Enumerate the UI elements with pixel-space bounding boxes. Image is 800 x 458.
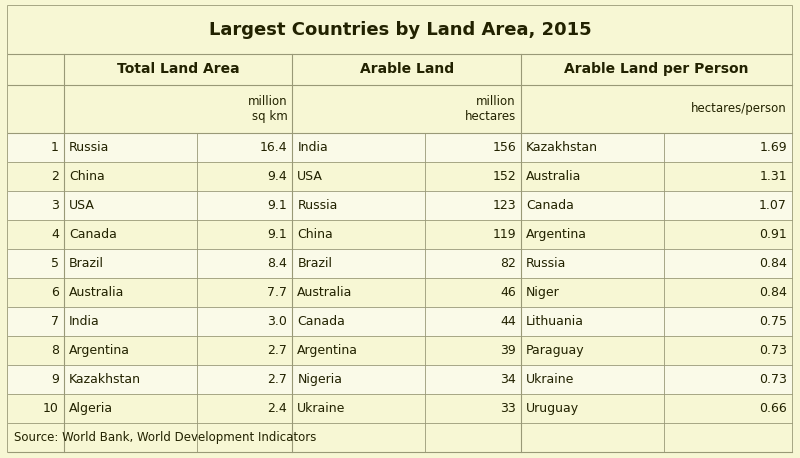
Text: Niger: Niger bbox=[526, 286, 560, 299]
Text: Australia: Australia bbox=[69, 286, 124, 299]
Bar bbox=[8, 394, 792, 423]
Text: 152: 152 bbox=[492, 169, 516, 183]
Text: 2.4: 2.4 bbox=[268, 402, 287, 415]
Text: Canada: Canada bbox=[526, 199, 574, 212]
Text: Kazakhstan: Kazakhstan bbox=[526, 141, 598, 153]
Text: 1.69: 1.69 bbox=[759, 141, 787, 153]
Text: Brazil: Brazil bbox=[298, 257, 332, 270]
Bar bbox=[8, 365, 792, 394]
Text: 4: 4 bbox=[51, 228, 59, 241]
Text: 34: 34 bbox=[500, 373, 516, 386]
Bar bbox=[8, 132, 792, 162]
Text: million
hectares: million hectares bbox=[465, 95, 516, 123]
Text: 82: 82 bbox=[500, 257, 516, 270]
Text: Russia: Russia bbox=[298, 199, 338, 212]
Text: Argentina: Argentina bbox=[69, 344, 130, 357]
Bar bbox=[8, 307, 792, 336]
Text: 8.4: 8.4 bbox=[267, 257, 287, 270]
Bar bbox=[8, 162, 792, 191]
Bar bbox=[8, 6, 792, 54]
Text: 2.7: 2.7 bbox=[267, 344, 287, 357]
Text: Russia: Russia bbox=[69, 141, 109, 153]
Text: Australia: Australia bbox=[298, 286, 353, 299]
Bar bbox=[8, 249, 792, 278]
Text: 1.31: 1.31 bbox=[759, 169, 787, 183]
Text: 7.7: 7.7 bbox=[267, 286, 287, 299]
Text: hectares/person: hectares/person bbox=[691, 102, 787, 115]
Text: 16.4: 16.4 bbox=[260, 141, 287, 153]
Text: 1.07: 1.07 bbox=[759, 199, 787, 212]
Text: Argentina: Argentina bbox=[298, 344, 358, 357]
Text: USA: USA bbox=[298, 169, 323, 183]
Bar bbox=[8, 85, 792, 132]
Text: 0.84: 0.84 bbox=[759, 286, 787, 299]
Text: 119: 119 bbox=[492, 228, 516, 241]
Text: India: India bbox=[69, 315, 99, 328]
Text: 156: 156 bbox=[492, 141, 516, 153]
Text: 10: 10 bbox=[43, 402, 59, 415]
Text: 44: 44 bbox=[500, 315, 516, 328]
Bar bbox=[8, 191, 792, 220]
Text: 9.4: 9.4 bbox=[268, 169, 287, 183]
Bar bbox=[8, 336, 792, 365]
Text: Ukraine: Ukraine bbox=[526, 373, 574, 386]
Text: Canada: Canada bbox=[298, 315, 346, 328]
Bar bbox=[8, 54, 792, 85]
Text: Australia: Australia bbox=[526, 169, 582, 183]
Text: Largest Countries by Land Area, 2015: Largest Countries by Land Area, 2015 bbox=[209, 21, 591, 39]
Text: Ukraine: Ukraine bbox=[298, 402, 346, 415]
Text: Arable Land: Arable Land bbox=[359, 62, 454, 76]
Text: 5: 5 bbox=[51, 257, 59, 270]
Text: 3.0: 3.0 bbox=[267, 315, 287, 328]
Text: 46: 46 bbox=[500, 286, 516, 299]
Text: Nigeria: Nigeria bbox=[298, 373, 342, 386]
Text: Canada: Canada bbox=[69, 228, 117, 241]
Text: Brazil: Brazil bbox=[69, 257, 104, 270]
Text: 1: 1 bbox=[51, 141, 59, 153]
Text: 9.1: 9.1 bbox=[268, 199, 287, 212]
Text: Algeria: Algeria bbox=[69, 402, 113, 415]
Text: Uruguay: Uruguay bbox=[526, 402, 579, 415]
Text: Arable Land per Person: Arable Land per Person bbox=[564, 62, 749, 76]
Bar bbox=[8, 423, 792, 452]
Text: USA: USA bbox=[69, 199, 94, 212]
Text: 3: 3 bbox=[51, 199, 59, 212]
Text: Source: World Bank, World Development Indicators: Source: World Bank, World Development In… bbox=[14, 431, 316, 444]
Text: 39: 39 bbox=[500, 344, 516, 357]
Text: China: China bbox=[69, 169, 105, 183]
Text: 2.7: 2.7 bbox=[267, 373, 287, 386]
Text: 0.73: 0.73 bbox=[759, 373, 787, 386]
Text: 0.66: 0.66 bbox=[759, 402, 787, 415]
Text: 0.75: 0.75 bbox=[759, 315, 787, 328]
Text: Kazakhstan: Kazakhstan bbox=[69, 373, 141, 386]
Text: 9.1: 9.1 bbox=[268, 228, 287, 241]
Bar bbox=[8, 220, 792, 249]
Text: 0.91: 0.91 bbox=[759, 228, 787, 241]
Text: 2: 2 bbox=[51, 169, 59, 183]
Text: 8: 8 bbox=[51, 344, 59, 357]
Text: India: India bbox=[298, 141, 328, 153]
Text: 33: 33 bbox=[500, 402, 516, 415]
Text: 0.84: 0.84 bbox=[759, 257, 787, 270]
Text: Argentina: Argentina bbox=[526, 228, 587, 241]
Text: 9: 9 bbox=[51, 373, 59, 386]
Text: 6: 6 bbox=[51, 286, 59, 299]
Bar bbox=[8, 278, 792, 307]
Text: Russia: Russia bbox=[526, 257, 566, 270]
Text: 0.73: 0.73 bbox=[759, 344, 787, 357]
Text: Lithuania: Lithuania bbox=[526, 315, 584, 328]
Text: China: China bbox=[298, 228, 333, 241]
Text: Paraguay: Paraguay bbox=[526, 344, 585, 357]
Text: 7: 7 bbox=[51, 315, 59, 328]
Text: 123: 123 bbox=[492, 199, 516, 212]
Text: million
sq km: million sq km bbox=[248, 95, 287, 123]
Text: Total Land Area: Total Land Area bbox=[117, 62, 239, 76]
